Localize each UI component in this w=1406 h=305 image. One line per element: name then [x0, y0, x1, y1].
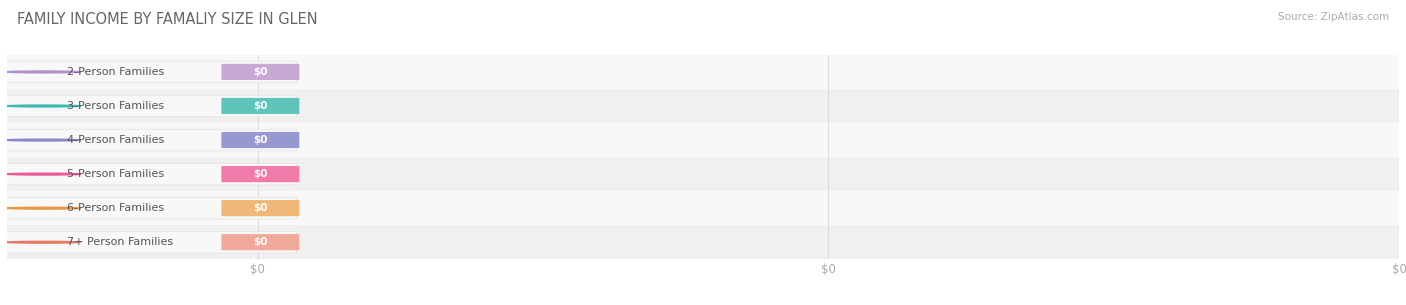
FancyBboxPatch shape [221, 200, 299, 216]
FancyBboxPatch shape [3, 163, 297, 185]
FancyBboxPatch shape [3, 231, 297, 253]
FancyBboxPatch shape [7, 89, 1399, 123]
Text: FAMILY INCOME BY FAMALIY SIZE IN GLEN: FAMILY INCOME BY FAMALIY SIZE IN GLEN [17, 12, 318, 27]
Text: $0: $0 [253, 67, 267, 77]
Circle shape [6, 71, 80, 73]
FancyBboxPatch shape [3, 95, 297, 117]
Text: $0: $0 [253, 135, 267, 145]
Text: Source: ZipAtlas.com: Source: ZipAtlas.com [1278, 12, 1389, 22]
FancyBboxPatch shape [3, 61, 297, 83]
Text: $0: $0 [253, 237, 267, 247]
Text: 6-Person Families: 6-Person Families [67, 203, 165, 213]
FancyBboxPatch shape [7, 191, 1399, 225]
Text: $0: $0 [253, 101, 267, 111]
Text: 7+ Person Families: 7+ Person Families [67, 237, 173, 247]
FancyBboxPatch shape [3, 197, 297, 219]
Circle shape [6, 173, 80, 175]
FancyBboxPatch shape [221, 234, 299, 250]
Circle shape [6, 207, 80, 209]
Circle shape [6, 139, 80, 141]
FancyBboxPatch shape [221, 166, 299, 182]
Text: 2-Person Families: 2-Person Families [67, 67, 165, 77]
FancyBboxPatch shape [221, 98, 299, 114]
Text: $0: $0 [253, 203, 267, 213]
FancyBboxPatch shape [7, 157, 1399, 191]
Text: $0: $0 [253, 169, 267, 179]
FancyBboxPatch shape [3, 129, 297, 151]
Circle shape [6, 241, 80, 243]
Text: 5-Person Families: 5-Person Families [67, 169, 165, 179]
FancyBboxPatch shape [7, 55, 1399, 89]
Text: 3-Person Families: 3-Person Families [67, 101, 165, 111]
Circle shape [6, 105, 80, 107]
FancyBboxPatch shape [221, 64, 299, 80]
Text: 4-Person Families: 4-Person Families [67, 135, 165, 145]
FancyBboxPatch shape [221, 132, 299, 148]
FancyBboxPatch shape [7, 123, 1399, 157]
FancyBboxPatch shape [7, 225, 1399, 259]
